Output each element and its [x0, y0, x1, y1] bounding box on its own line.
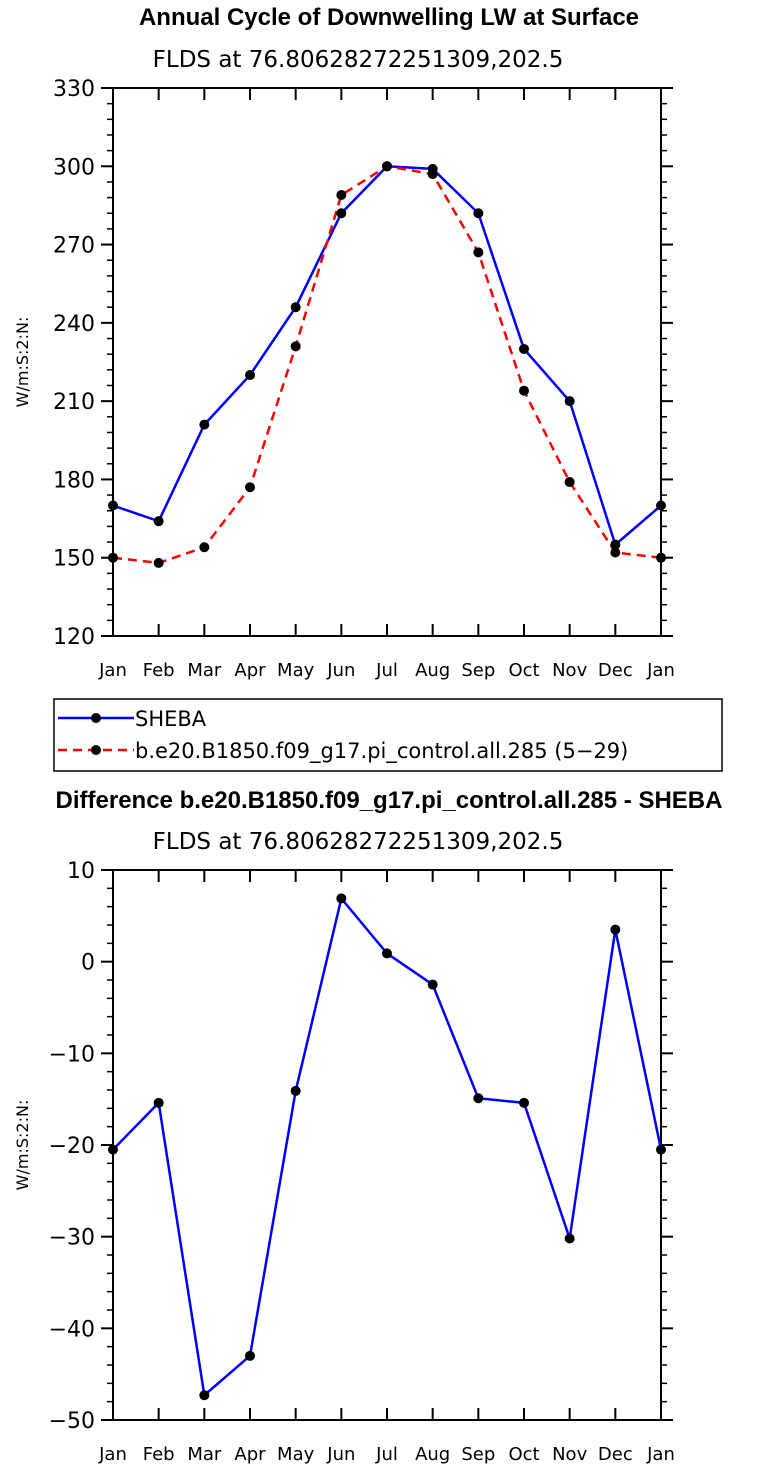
- x-tick-label: Jul: [375, 1444, 398, 1465]
- y-tick-label: 210: [53, 390, 95, 415]
- data-point: [199, 1390, 210, 1401]
- data-point: [564, 1233, 575, 1244]
- data-point: [473, 208, 484, 219]
- data-point: [610, 539, 621, 550]
- x-tick-label: Aug: [415, 660, 450, 681]
- x-tick-label: Jun: [326, 1444, 355, 1465]
- x-tick-label: Apr: [234, 660, 266, 681]
- data-point: [382, 948, 392, 959]
- data-point: [108, 1144, 118, 1155]
- y-tick-label: 240: [53, 312, 95, 337]
- data-point: [519, 385, 529, 396]
- y-tick-label: 0: [81, 951, 95, 976]
- y-tick-label: 120: [53, 625, 95, 650]
- x-tick-label: Jun: [326, 660, 355, 681]
- chart-title: Difference b.e20.B1850.f09_g17.pi_contro…: [56, 787, 723, 814]
- legend-entry-model: b.e20.B1850.f09_g17.pi_control.all.285 (…: [135, 739, 628, 764]
- data-point: [564, 477, 575, 488]
- x-tick-label: Feb: [143, 1444, 175, 1465]
- y-tick-label: −50: [49, 1409, 95, 1434]
- y-tick-label: 270: [53, 234, 95, 259]
- legend-frame: [53, 698, 723, 772]
- legend: SHEBA b.e20.B1850.f09_g17.pi_control.all…: [53, 698, 723, 772]
- data-point: [245, 1350, 255, 1361]
- legend-swatch-sheba-marker: [91, 713, 101, 723]
- data-point: [290, 341, 301, 352]
- data-point: [336, 208, 347, 219]
- y-tick-label: 300: [53, 155, 95, 180]
- x-tick-label: Nov: [552, 1444, 587, 1465]
- data-point: [245, 482, 255, 493]
- y-tick-label: −10: [49, 1042, 95, 1067]
- data-point: [336, 893, 347, 904]
- y-tick-label: 180: [53, 468, 95, 493]
- legend-entry-sheba: SHEBA: [135, 707, 207, 731]
- data-point: [656, 552, 666, 563]
- data-point: [427, 169, 438, 180]
- data-point: [519, 343, 529, 354]
- x-tick-label: Jan: [646, 1444, 675, 1465]
- x-tick-label: Sep: [461, 660, 495, 681]
- x-tick-label: Apr: [234, 1444, 266, 1465]
- data-point: [245, 370, 255, 381]
- data-point: [473, 1093, 484, 1104]
- data-point: [519, 1097, 529, 1108]
- data-point: [382, 161, 392, 172]
- data-point: [610, 924, 621, 935]
- x-tick-label: Dec: [598, 1444, 633, 1465]
- x-tick-label: Nov: [552, 660, 587, 681]
- chart-subtitle: FLDS at 76.80628272251309,202.5: [153, 47, 564, 73]
- series-line-0: [112, 895, 663, 1398]
- series-line-0: [112, 165, 662, 547]
- x-tick-label: May: [277, 1444, 315, 1465]
- data-point: [427, 979, 438, 990]
- annual-cycle-chart: Annual Cycle of Downwelling LW at Surfac…: [13, 4, 675, 681]
- y-tick-label: −40: [49, 1317, 95, 1342]
- x-tick-label: Jul: [375, 660, 398, 681]
- y-axis-label: W/m:S:2:N:: [13, 1100, 32, 1191]
- data-point: [108, 552, 118, 563]
- y-tick-label: 10: [67, 859, 95, 884]
- data-point: [656, 1144, 666, 1155]
- x-tick-label: Jan: [98, 660, 127, 681]
- x-tick-label: Mar: [187, 660, 222, 681]
- data-point: [336, 189, 347, 200]
- legend-swatch-model-marker: [91, 745, 101, 755]
- data-point: [656, 500, 666, 511]
- x-tick-label: Mar: [187, 1444, 222, 1465]
- data-point: [153, 516, 164, 527]
- data-point: [610, 547, 621, 558]
- data-point: [473, 247, 484, 258]
- data-point: [564, 396, 575, 407]
- y-tick-label: 150: [53, 547, 95, 572]
- chart-title: Annual Cycle of Downwelling LW at Surfac…: [139, 4, 639, 31]
- x-tick-label: Sep: [461, 1444, 495, 1465]
- difference-chart: Difference b.e20.B1850.f09_g17.pi_contro…: [13, 787, 722, 1465]
- chart-subtitle: FLDS at 76.80628272251309,202.5: [153, 829, 564, 855]
- data-point: [290, 1085, 301, 1096]
- x-tick-label: Feb: [143, 660, 175, 681]
- x-tick-label: Oct: [508, 660, 539, 681]
- data-point: [153, 1097, 164, 1108]
- data-point: [199, 542, 210, 553]
- data-point: [290, 302, 301, 313]
- x-tick-label: Jan: [98, 1444, 127, 1465]
- y-axis-label: W/m:S:2:N:: [13, 317, 32, 408]
- series-line-1: [112, 164, 662, 565]
- y-tick-label: 330: [53, 77, 95, 102]
- data-point: [153, 557, 164, 568]
- data-point: [108, 500, 118, 511]
- y-tick-label: −20: [49, 1134, 95, 1159]
- x-tick-label: Dec: [598, 660, 633, 681]
- x-tick-label: Oct: [508, 1444, 539, 1465]
- y-tick-label: −30: [49, 1226, 95, 1251]
- data-point: [199, 419, 210, 430]
- x-tick-label: Jan: [646, 660, 675, 681]
- x-tick-label: Aug: [415, 1444, 450, 1465]
- x-tick-label: May: [277, 660, 315, 681]
